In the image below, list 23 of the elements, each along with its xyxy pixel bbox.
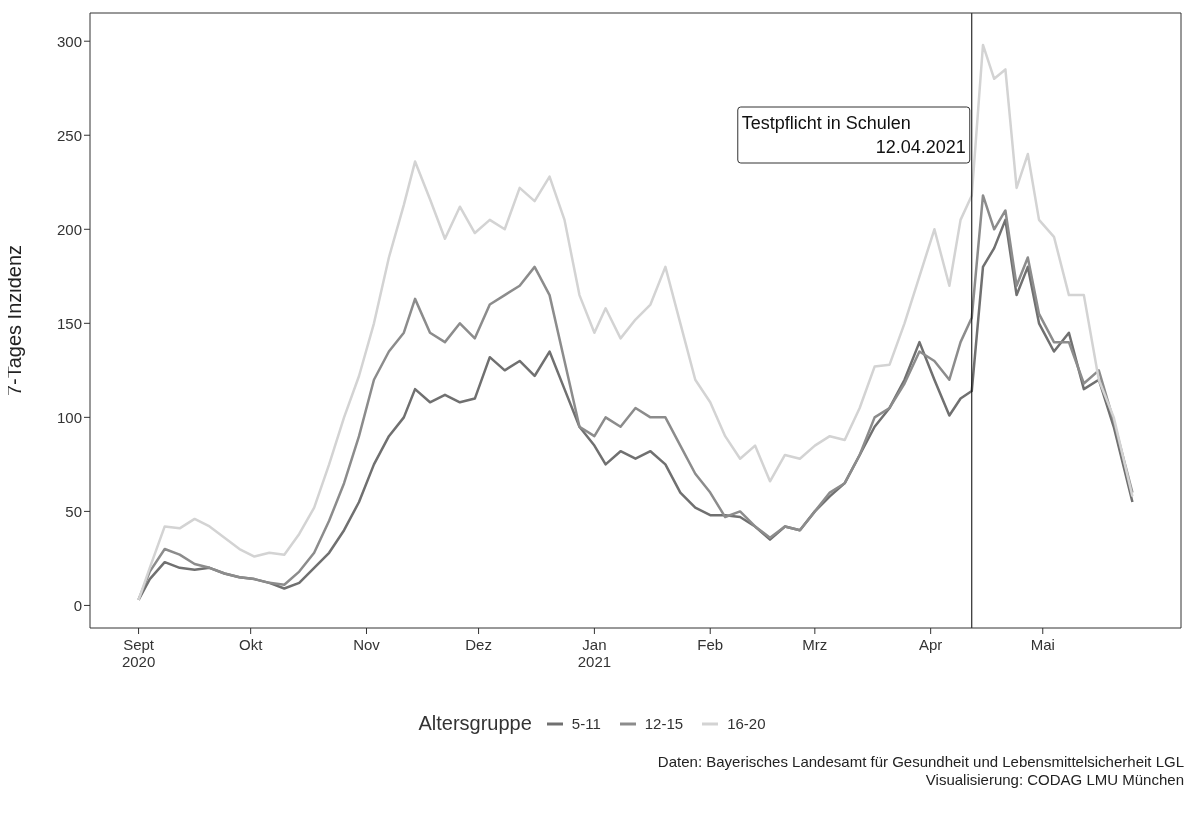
- x-tick-label: Nov: [353, 636, 381, 653]
- y-tick-label: 200: [56, 220, 82, 238]
- y-tick-label: 0: [73, 596, 82, 614]
- x-tick-label: Mai: [1030, 636, 1055, 653]
- text: Visualisierung: CODAG LMU München: [924, 771, 1184, 789]
- x-tick-label: Feb: [697, 636, 724, 653]
- legend-title: Altersgruppe: [418, 712, 532, 735]
- x-tick-label: Dez: [465, 636, 492, 653]
- x-tick-label: Jan 2021: [577, 636, 612, 670]
- legend-label: 5-11: [571, 715, 601, 732]
- x-tick-label: Apr: [919, 636, 943, 653]
- y-tick-label: 50: [65, 502, 82, 520]
- text: Daten: Bayerisches Landesamt für Gesundheit und Lebensmittelsicherheit LGL: [656, 753, 1184, 771]
- y-tick-label: 100: [56, 408, 82, 426]
- y-tick-label: 150: [56, 314, 82, 332]
- x-tick-label: Sept 2020: [121, 636, 156, 670]
- legend-label: 12-15: [644, 715, 684, 732]
- x-tick-label: Mrz: [802, 636, 828, 653]
- y-tick-label: 300: [56, 32, 82, 50]
- legend-label: 16-20: [727, 715, 766, 732]
- y-tick-label: 250: [56, 126, 82, 144]
- x-tick-label: Okt: [238, 636, 264, 653]
- ref-line-label: Testpflicht in Schulen 12.04.2021: [741, 113, 966, 157]
